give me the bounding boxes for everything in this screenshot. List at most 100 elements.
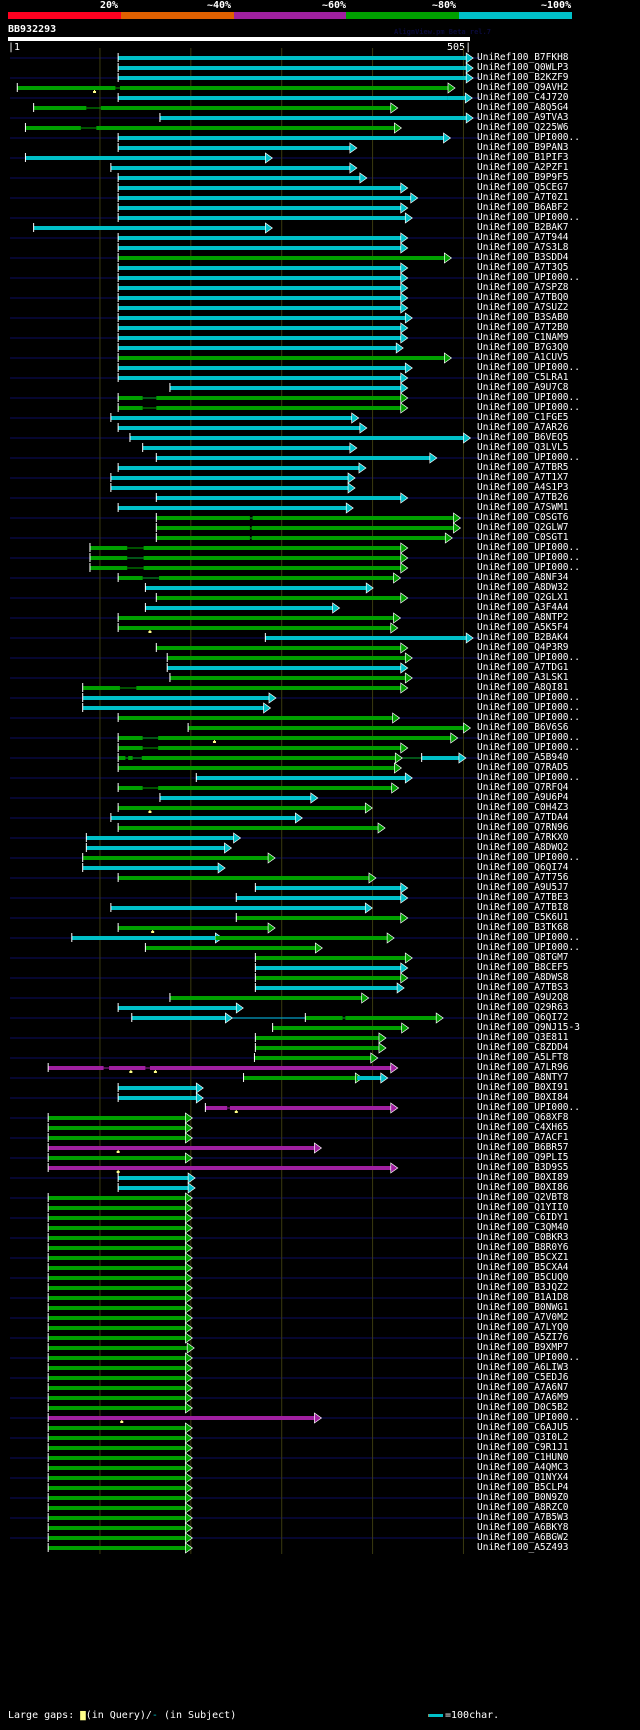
hit-row[interactable] (117, 822, 386, 834)
hit-label[interactable]: UniRef100_Q225W6 (477, 122, 569, 133)
hit-label[interactable]: UniRef100_A7V0M2 (477, 1312, 569, 1323)
hit-label[interactable]: UniRef100_Q1YII0 (477, 1202, 569, 1213)
hit-row[interactable] (47, 1402, 193, 1414)
hsp-segment[interactable] (169, 386, 401, 390)
hit-label[interactable]: UniRef100_B7FKH8 (477, 52, 569, 63)
hit-row[interactable] (117, 502, 354, 514)
hit-row[interactable] (47, 1492, 193, 1504)
hit-label[interactable]: UniRef100_UPI000.. (477, 772, 580, 783)
hit-label[interactable]: UniRef100_A2PZF1 (477, 162, 569, 173)
hit-label[interactable]: UniRef100_UPI000.. (477, 702, 580, 713)
hsp-segment[interactable] (143, 546, 401, 550)
hit-row[interactable] (117, 1172, 196, 1184)
hit-label[interactable]: UniRef100_Q8TGM7 (477, 952, 569, 963)
hsp-segment[interactable] (82, 696, 269, 700)
hsp-segment[interactable] (169, 676, 406, 680)
hit-label[interactable]: UniRef100_C8ZDD4 (477, 1042, 569, 1053)
hit-row[interactable] (117, 362, 413, 374)
hit-label[interactable]: UniRef100_A9U7C8 (477, 382, 569, 393)
hit-row[interactable] (117, 132, 452, 144)
hit-row[interactable] (117, 1002, 244, 1014)
hit-label[interactable]: UniRef100_UPI000.. (477, 692, 580, 703)
hsp-segment[interactable] (48, 1316, 186, 1320)
hit-row[interactable] (117, 1082, 204, 1094)
hit-label[interactable]: UniRef100_Q1NYX4 (477, 1472, 569, 1483)
hsp-segment[interactable] (118, 466, 359, 470)
hit-label[interactable]: UniRef100_A7A6N7 (477, 1382, 569, 1393)
hit-label[interactable]: UniRef100_A9U2Q8 (477, 992, 569, 1003)
hit-label[interactable]: UniRef100_UPI000.. (477, 392, 580, 403)
hsp-segment[interactable] (48, 1376, 186, 1380)
hit-label[interactable]: UniRef100_A7SUZ2 (477, 302, 569, 313)
hit-row[interactable] (243, 1072, 389, 1084)
hsp-segment[interactable] (48, 1506, 186, 1510)
hit-row[interactable] (117, 752, 467, 764)
hit-row[interactable] (117, 392, 409, 404)
hit-row[interactable] (110, 412, 360, 424)
hsp-segment[interactable] (251, 536, 446, 540)
hsp-segment[interactable] (48, 1336, 186, 1340)
hit-row[interactable] (47, 1452, 193, 1464)
hit-label[interactable]: UniRef100_A7TBQ0 (477, 292, 569, 303)
hit-row[interactable] (117, 322, 409, 334)
hit-row[interactable] (47, 1212, 193, 1224)
hit-row[interactable] (47, 1312, 193, 1324)
hit-label[interactable]: UniRef100_A7SPZ8 (477, 282, 569, 293)
hit-row[interactable] (254, 972, 409, 984)
hsp-segment[interactable] (100, 106, 391, 110)
hit-row[interactable] (110, 472, 356, 484)
hsp-segment[interactable] (159, 116, 467, 120)
hit-row[interactable] (85, 842, 233, 854)
hit-label[interactable]: UniRef100_UPI000.. (477, 1412, 580, 1423)
hit-row[interactable] (47, 1482, 193, 1494)
hit-row[interactable] (33, 222, 273, 234)
hsp-segment[interactable] (48, 1306, 186, 1310)
hsp-segment[interactable] (156, 456, 430, 460)
hsp-segment[interactable] (118, 876, 369, 880)
hit-row[interactable] (117, 272, 409, 284)
hit-label[interactable]: UniRef100_C5EDJ6 (477, 1372, 569, 1383)
hsp-segment[interactable] (48, 1226, 186, 1230)
hit-label[interactable]: UniRef100_B0XI84 (477, 1092, 569, 1103)
hsp-segment[interactable] (156, 496, 401, 500)
hit-row[interactable] (117, 872, 377, 884)
hsp-segment[interactable] (205, 1106, 228, 1110)
hit-label[interactable]: UniRef100_B2BAK4 (477, 632, 569, 643)
hsp-segment[interactable] (33, 226, 266, 230)
hit-label[interactable]: UniRef100_Q6QI72 (477, 1012, 569, 1023)
hit-row[interactable] (166, 652, 413, 664)
hit-label[interactable]: UniRef100_Q29R63 (477, 1002, 569, 1013)
hsp-segment[interactable] (118, 576, 143, 580)
hsp-segment[interactable] (156, 596, 401, 600)
hit-row[interactable] (24, 152, 273, 164)
hit-row[interactable] (117, 302, 409, 314)
hsp-segment[interactable] (118, 296, 401, 300)
hit-row[interactable] (47, 1392, 193, 1404)
hsp-segment[interactable] (48, 1326, 186, 1330)
hit-row[interactable] (117, 62, 474, 74)
hsp-segment[interactable] (156, 526, 250, 530)
hit-label[interactable]: UniRef100_A5ZI76 (477, 1332, 569, 1343)
hsp-segment[interactable] (118, 176, 360, 180)
hsp-segment[interactable] (156, 396, 401, 400)
hit-label[interactable]: UniRef100_B1A1D8 (477, 1292, 569, 1303)
hit-label[interactable]: UniRef100_B7G3Q0 (477, 342, 569, 353)
hit-label[interactable]: UniRef100_C0H4Z3 (477, 802, 569, 813)
hit-label[interactable]: UniRef100_C3QM40 (477, 1222, 569, 1233)
hsp-segment[interactable] (118, 246, 401, 250)
hit-label[interactable]: UniRef100_C0SGT6 (477, 512, 569, 523)
hit-row[interactable] (47, 1282, 193, 1294)
hit-row[interactable] (89, 552, 409, 564)
hit-row[interactable] (235, 912, 409, 924)
hsp-segment[interactable] (118, 186, 401, 190)
hit-label[interactable]: UniRef100_B8R0Y6 (477, 1242, 569, 1253)
hsp-segment[interactable] (447, 96, 466, 100)
hsp-segment[interactable] (255, 956, 406, 960)
hit-label[interactable]: UniRef100_UPI000.. (477, 542, 580, 553)
hsp-segment[interactable] (118, 626, 391, 630)
hsp-segment[interactable] (48, 1366, 186, 1370)
hit-row[interactable] (159, 792, 319, 804)
hsp-segment[interactable] (119, 86, 449, 90)
hit-row[interactable] (82, 692, 277, 704)
hit-label[interactable]: UniRef100_UPI000.. (477, 132, 580, 143)
